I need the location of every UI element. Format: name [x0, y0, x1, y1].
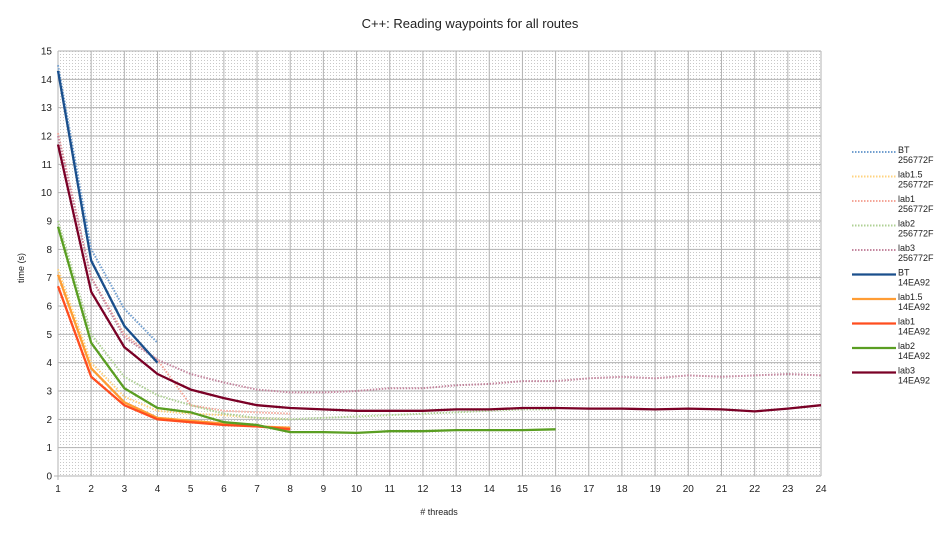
y-tick-label: 1: [46, 443, 52, 454]
legend-label-sub: 14EA92: [898, 376, 930, 386]
x-tick-label: 12: [417, 484, 429, 495]
x-tick-label: 17: [583, 484, 595, 495]
x-tick-label: 8: [287, 484, 293, 495]
series-line-lab2-256772f: [57, 220, 556, 421]
x-tick-label: 22: [749, 484, 761, 495]
legend-label: lab1.5: [898, 292, 923, 302]
y-tick-label: 10: [41, 188, 53, 199]
legend-label: BT: [898, 145, 910, 155]
x-tick-label: 23: [782, 484, 794, 495]
legend-label-sub: 14EA92: [898, 278, 930, 288]
x-tick-label: 24: [815, 484, 827, 495]
x-tick-label: 11: [385, 484, 396, 495]
legend-label-sub: 14EA92: [898, 302, 930, 312]
x-tick-label: 10: [351, 484, 363, 495]
series-line-lab3-256772f: [57, 135, 822, 394]
y-axis-title: time (s): [16, 253, 26, 283]
legend-label-sub: 14EA92: [898, 327, 930, 337]
series-line-lab2-14ea92: [56, 226, 556, 435]
legend-label: lab2: [898, 341, 915, 351]
y-tick-label: 13: [41, 103, 53, 114]
x-tick-label: 7: [254, 484, 260, 495]
x-tick-label: 3: [122, 484, 128, 495]
legend-label-sub: 256772F: [898, 229, 934, 239]
y-tick-label: 15: [41, 47, 53, 58]
y-tick-label: 5: [46, 330, 52, 341]
y-tick-label: 14: [41, 75, 53, 86]
x-tick-label: 6: [221, 484, 227, 495]
legend-label-sub: 256772F: [898, 155, 934, 165]
y-tick-label: 11: [42, 160, 53, 171]
x-tick-labels: 1 2 3 4 5 6 7 8 9 10 11 12 13 14 15 16 17 18 19 20 21 22 23 24: [55, 484, 827, 495]
legend-label: lab3: [898, 366, 915, 376]
x-tick-label: 19: [650, 484, 662, 495]
x-tick-label: 1: [55, 484, 61, 495]
plot-area-dot-fill: [58, 51, 821, 476]
x-tick-label: 5: [188, 484, 194, 495]
y-tick-label: 3: [46, 387, 52, 398]
x-tick-label: 15: [517, 484, 529, 495]
legend-label-sub: 256772F: [898, 180, 934, 190]
legend-label: lab2: [898, 219, 915, 229]
series-line-BT-14ea92: [56, 70, 159, 364]
x-axis-title: # threads: [420, 507, 458, 517]
y-tick-label: 4: [46, 358, 52, 369]
legend-label: lab1: [898, 194, 915, 204]
x-tick-label: 20: [683, 484, 695, 495]
x-tick-label: 14: [484, 484, 496, 495]
x-tick-label: 2: [88, 484, 94, 495]
series-lines: [56, 65, 822, 435]
legend-label-sub: 14EA92: [898, 351, 930, 361]
legend-label: lab1: [898, 317, 915, 327]
x-tick-label: 4: [155, 484, 161, 495]
legend-label: BT: [898, 268, 910, 278]
x-tick-label: 13: [451, 484, 463, 495]
y-tick-label: 7: [46, 273, 52, 284]
legend-label: lab3: [898, 243, 915, 253]
series-line-BT-256772f: [57, 65, 159, 344]
x-tick-label: 21: [716, 484, 728, 495]
x-tick-label: 16: [550, 484, 562, 495]
y-tick-label: 0: [46, 472, 52, 483]
y-tick-label: 6: [46, 302, 52, 313]
legend-label: lab1.5: [898, 170, 923, 180]
y-tick-label: 9: [46, 217, 52, 228]
y-tick-label: 12: [41, 132, 53, 143]
x-tick-label: 18: [616, 484, 628, 495]
y-tick-label: 8: [46, 245, 52, 256]
series-line-lab1-14ea92: [56, 285, 291, 431]
series-line-lab3-14ea92: [56, 144, 822, 413]
chart-title: C++: Reading waypoints for all routes: [362, 16, 579, 31]
y-tick-label: 2: [46, 415, 52, 426]
legend-label-sub: 256772F: [898, 204, 934, 214]
legend-label-sub: 256772F: [898, 253, 934, 263]
legend: BT256772Flab1.5256772Flab1256772Flab2256…: [852, 145, 934, 386]
axes: [54, 51, 821, 480]
x-tick-label: 9: [321, 484, 327, 495]
